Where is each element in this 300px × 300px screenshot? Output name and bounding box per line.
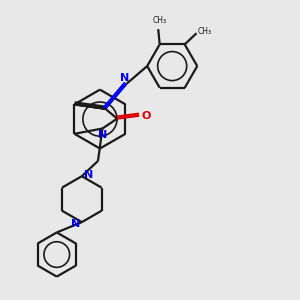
Text: CH₃: CH₃ <box>198 27 212 36</box>
Text: CH₃: CH₃ <box>153 16 167 26</box>
Text: N: N <box>84 170 93 180</box>
Text: O: O <box>141 111 150 121</box>
Text: N: N <box>71 219 80 229</box>
Text: N: N <box>98 130 107 140</box>
Text: N: N <box>121 74 130 83</box>
